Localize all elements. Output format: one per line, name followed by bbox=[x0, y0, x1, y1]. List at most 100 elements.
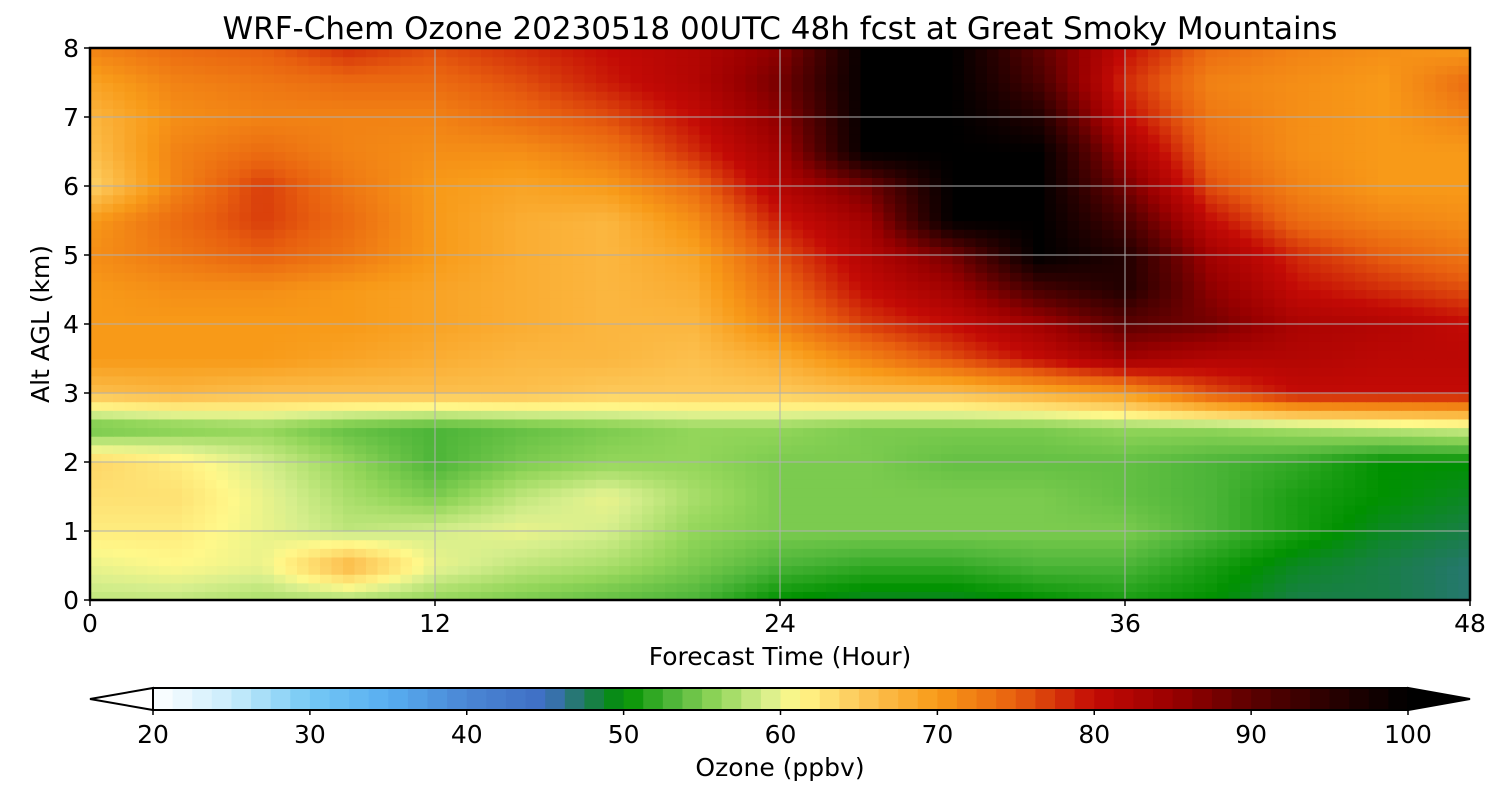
heatmap-cell bbox=[941, 341, 954, 351]
heatmap-cell bbox=[366, 237, 379, 247]
heatmap-cell bbox=[561, 531, 574, 541]
heatmap-cell bbox=[883, 496, 896, 506]
heatmap-cell bbox=[458, 358, 471, 368]
heatmap-cell bbox=[1251, 298, 1264, 308]
heatmap-cell bbox=[734, 410, 747, 420]
heatmap-cell bbox=[354, 393, 367, 403]
heatmap-cell bbox=[619, 289, 632, 299]
heatmap-cell bbox=[377, 574, 390, 584]
heatmap-cell bbox=[975, 341, 988, 351]
heatmap-cell bbox=[699, 505, 712, 515]
heatmap-cell bbox=[1297, 298, 1310, 308]
heatmap-cell bbox=[124, 548, 137, 558]
heatmap-cell bbox=[320, 367, 333, 377]
heatmap-cell bbox=[308, 393, 321, 403]
heatmap-cell bbox=[837, 582, 850, 592]
heatmap-cell bbox=[1228, 349, 1241, 360]
heatmap-cell bbox=[975, 255, 988, 265]
heatmap-cell bbox=[906, 341, 919, 351]
heatmap-cell bbox=[688, 505, 701, 515]
heatmap-cell bbox=[803, 539, 816, 549]
heatmap-cell bbox=[331, 574, 344, 584]
heatmap-cell bbox=[1079, 522, 1092, 532]
heatmap-cell bbox=[1378, 246, 1391, 256]
heatmap-cell bbox=[676, 315, 689, 325]
heatmap-cell bbox=[1228, 505, 1241, 515]
heatmap-cell bbox=[883, 574, 896, 584]
heatmap-cell bbox=[975, 289, 988, 299]
heatmap-cell bbox=[561, 479, 574, 489]
heatmap-cell bbox=[113, 487, 126, 498]
heatmap-cell bbox=[1171, 487, 1184, 498]
heatmap-cell bbox=[1067, 565, 1080, 575]
heatmap-cell bbox=[895, 479, 908, 489]
heatmap-cell bbox=[1067, 539, 1080, 549]
heatmap-cell bbox=[1021, 591, 1034, 601]
heatmap-cell bbox=[573, 565, 586, 575]
heatmap-cell bbox=[906, 453, 919, 463]
heatmap-cell bbox=[803, 332, 816, 342]
heatmap-cell bbox=[228, 427, 241, 437]
heatmap-cell bbox=[1286, 436, 1299, 446]
heatmap-cell bbox=[412, 315, 425, 325]
heatmap-cell bbox=[354, 306, 367, 316]
heatmap-cell bbox=[642, 263, 655, 273]
heatmap-cell bbox=[1274, 462, 1287, 472]
heatmap-cell bbox=[274, 246, 287, 256]
heatmap-cell bbox=[446, 513, 459, 523]
heatmap-cell bbox=[642, 298, 655, 308]
heatmap-cell bbox=[1205, 496, 1218, 506]
heatmap-cell bbox=[389, 237, 402, 247]
heatmap-cell bbox=[400, 591, 413, 601]
heatmap-cell bbox=[1297, 315, 1310, 325]
heatmap-cell bbox=[952, 306, 965, 316]
heatmap-cell bbox=[320, 505, 333, 515]
heatmap-cell bbox=[872, 556, 885, 567]
heatmap-cell bbox=[987, 298, 1000, 308]
heatmap-cell bbox=[504, 375, 517, 385]
heatmap-cell bbox=[377, 367, 390, 377]
heatmap-cell bbox=[584, 324, 597, 334]
heatmap-cell bbox=[964, 349, 977, 360]
heatmap-cell bbox=[1240, 427, 1253, 437]
heatmap-cell bbox=[1182, 479, 1195, 489]
heatmap-cell bbox=[193, 487, 206, 498]
heatmap-cell bbox=[1412, 315, 1425, 325]
heatmap-cell bbox=[331, 341, 344, 351]
heatmap-cell bbox=[757, 505, 770, 515]
heatmap-cell bbox=[285, 324, 298, 334]
heatmap-cell bbox=[400, 487, 413, 498]
heatmap-cell bbox=[159, 591, 172, 601]
heatmap-cell bbox=[239, 349, 252, 360]
heatmap-cell bbox=[550, 548, 563, 558]
heatmap-cell bbox=[1447, 522, 1460, 532]
heatmap-cell bbox=[906, 332, 919, 342]
heatmap-cell bbox=[469, 487, 482, 498]
heatmap-cell bbox=[1125, 349, 1138, 360]
heatmap-cell bbox=[251, 513, 264, 523]
heatmap-cell bbox=[101, 375, 114, 385]
heatmap-cell bbox=[308, 237, 321, 247]
heatmap-cell bbox=[297, 591, 310, 601]
heatmap-cell bbox=[665, 375, 678, 385]
heatmap-cell bbox=[561, 591, 574, 601]
heatmap-cell bbox=[826, 548, 839, 558]
heatmap-cell bbox=[538, 427, 551, 437]
heatmap-cell bbox=[573, 427, 586, 437]
heatmap-cell bbox=[193, 280, 206, 291]
heatmap-cell bbox=[780, 272, 793, 282]
heatmap-cell bbox=[193, 453, 206, 463]
heatmap-cell bbox=[929, 539, 942, 549]
heatmap-cell bbox=[1412, 487, 1425, 498]
heatmap-cell bbox=[561, 289, 574, 299]
heatmap-cell bbox=[1194, 453, 1207, 463]
heatmap-cell bbox=[619, 453, 632, 463]
heatmap-cell bbox=[1021, 280, 1034, 291]
heatmap-cell bbox=[803, 306, 816, 316]
heatmap-cell bbox=[274, 306, 287, 316]
heatmap-cell bbox=[435, 427, 448, 437]
heatmap-cell bbox=[147, 556, 160, 567]
heatmap-cell bbox=[90, 255, 103, 265]
heatmap-cell bbox=[1401, 272, 1414, 282]
heatmap-cell bbox=[1366, 453, 1379, 463]
